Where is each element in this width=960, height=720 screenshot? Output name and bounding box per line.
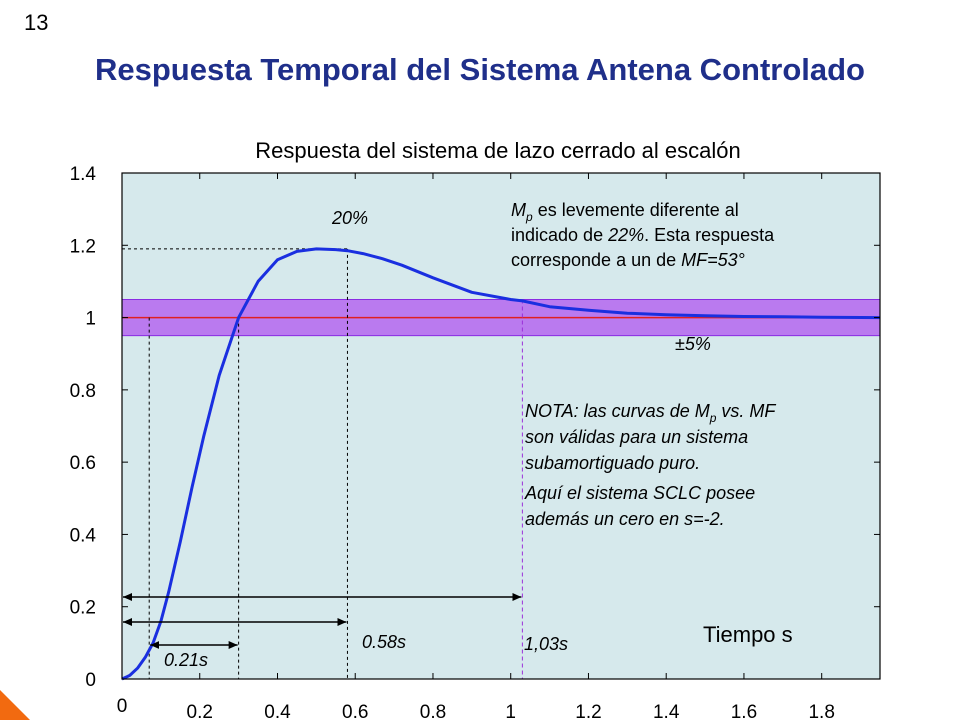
x-tick-label: 1.6 (731, 702, 757, 720)
mp-note-2b: 22% (607, 225, 644, 245)
mp-note-line-2: indicado de 22%. Esta respuesta (511, 225, 775, 245)
mp-note-3a: corresponde a un de (511, 250, 681, 270)
x-tick-label: 0.2 (187, 702, 213, 720)
mp-note-line-1: Mp es levemente diferente al (511, 200, 739, 224)
overshoot-label: 20% (331, 208, 368, 228)
y-tick-label: 0.4 (70, 525, 97, 546)
mp-note-2a: indicado de (511, 225, 608, 245)
mp-symbol: M (511, 200, 526, 220)
nota-line-5: además un cero en s=-2. (525, 509, 725, 529)
y-tick-label: 0.2 (70, 598, 96, 619)
y-tick-label: 0.6 (70, 453, 96, 474)
nota-line-1: NOTA: las curvas de Mp vs. MF (525, 401, 776, 425)
x-tick-label: 0 (117, 696, 128, 717)
x-tick-label: 0.4 (264, 702, 291, 720)
mp-note-3b: MF=53° (681, 250, 745, 270)
y-tick-label: 0 (85, 670, 96, 691)
mp-note-text: es levemente diferente al (533, 200, 739, 220)
x-tick-label: 1 (505, 702, 516, 720)
x-tick-label: 1.2 (575, 702, 601, 720)
x-tick-label: 1.8 (808, 702, 834, 720)
settling-time-label: 1,03s (524, 634, 568, 654)
y-tick-label: 1.2 (70, 236, 96, 257)
slide-number: 13 (24, 10, 49, 35)
plot-frame (121, 172, 881, 680)
series-line-0 (121, 247, 881, 681)
y-tick-label: 0.8 (70, 381, 96, 402)
x-tick-label: 0.6 (342, 702, 368, 720)
nota-line-4: Aquí el sistema SCLC posee (524, 483, 755, 503)
corner-decoration (0, 690, 30, 720)
mp-note-2c: . Esta respuesta (644, 225, 775, 245)
y-tick-label: 1.4 (70, 164, 97, 185)
x-axis-label: Tiempo s (703, 622, 793, 647)
chart-title: Respuesta del sistema de lazo cerrado al… (255, 138, 741, 163)
tolerance-label: ±5% (675, 334, 711, 354)
y-tick-label: 1 (85, 309, 96, 330)
peak-time-label: 0.58s (362, 632, 406, 652)
x-tick-label: 0.8 (420, 702, 446, 720)
slide-title: Respuesta Temporal del Sistema Antena Co… (95, 52, 865, 87)
mp-note-line-3: corresponde a un de MF=53° (511, 250, 745, 270)
rise-time-label: 0.21s (164, 650, 208, 670)
nota-1a: NOTA: las curvas de M (525, 401, 710, 421)
nota-line-3: subamortiguado puro. (525, 453, 700, 473)
nota-1b: vs. MF (716, 401, 776, 421)
nota-sub: p (709, 411, 717, 425)
x-tick-label: 1.4 (653, 702, 680, 720)
plot-area (122, 173, 880, 679)
nota-line-2: son válidas para un sistema (525, 427, 748, 447)
mp-subscript: p (525, 210, 533, 224)
